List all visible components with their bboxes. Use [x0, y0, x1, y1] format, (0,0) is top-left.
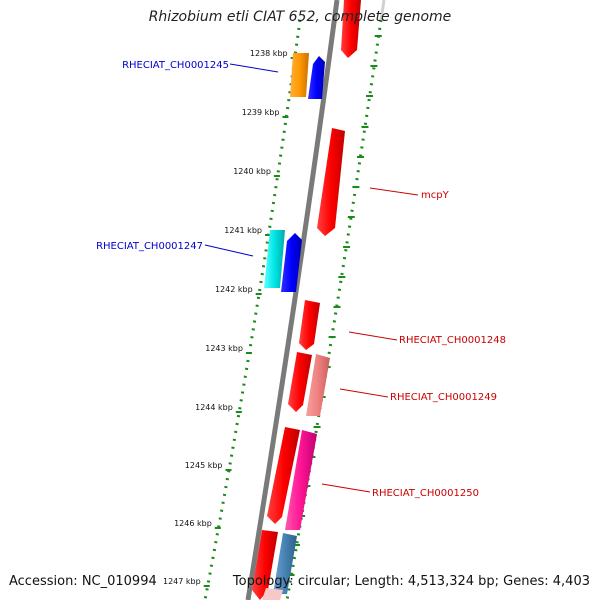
label-1250: RHECIAT_CH0001250 — [372, 488, 479, 499]
scale-tick-label: 1247 kbp — [163, 577, 201, 586]
gene-blue-1247 — [281, 233, 302, 292]
label-1245: RHECIAT_CH0001245 — [122, 60, 229, 71]
scale-tick-label: 1239 kbp — [242, 108, 280, 117]
gene-red-1248 — [299, 300, 320, 350]
connector-1247 — [204, 244, 254, 257]
gene-red-a — [288, 352, 312, 412]
scale-tick-label: 1240 kbp — [233, 167, 271, 176]
genome-summary: Topology: circular; Length: 4,513,324 bp… — [232, 574, 590, 589]
connector-mcpy — [369, 187, 419, 196]
scale-tick-label: 1238 kbp — [250, 49, 288, 58]
outer-gc-track — [285, 19, 383, 600]
gene-red-mcpy — [317, 128, 345, 236]
scale-tick-label: 1242 kbp — [215, 285, 253, 294]
gene-cyan — [264, 230, 285, 288]
scale-tick-label: 1245 kbp — [185, 461, 223, 470]
scale-tick-label: 1246 kbp — [174, 519, 212, 528]
genome-backbone — [245, 0, 340, 600]
label-1249: RHECIAT_CH0001249 — [390, 392, 497, 403]
label-mcpy: mcpY — [421, 190, 450, 201]
gene-pink-1249 — [306, 354, 330, 416]
gene-red-c — [252, 530, 278, 600]
label-1247: RHECIAT_CH0001247 — [96, 241, 203, 252]
connector-1245 — [229, 63, 279, 73]
gene-magenta-1250 — [285, 430, 317, 530]
gene-pale-bottom — [262, 588, 283, 600]
gene-blue-1245 — [308, 56, 325, 99]
gene-red-b — [267, 427, 300, 524]
connector-1248 — [348, 331, 398, 341]
inner-gc-track — [203, 19, 302, 600]
map-title: Rhizobium etli CIAT 652, complete genome — [148, 9, 452, 25]
connector-1250 — [321, 483, 371, 493]
scale-tick-label: 1244 kbp — [195, 403, 233, 412]
accession-text: Accession: NC_010994 — [9, 574, 157, 589]
label-1248: RHECIAT_CH0001248 — [399, 335, 506, 346]
outer-guide-line — [379, 0, 386, 21]
gene-labels: RHECIAT_CH0001245 RHECIAT_CH0001247 mcpY… — [96, 60, 506, 499]
label-connectors — [204, 63, 419, 493]
scale-ticks: 1238 kbp 1239 kbp 1240 kbp 1241 kbp 1242 kbp… — [163, 49, 297, 587]
gene-steel — [273, 533, 297, 594]
connector-1249 — [339, 388, 389, 398]
scale-tick-label: 1241 kbp — [224, 226, 262, 235]
gene-red-top — [341, 0, 361, 58]
gene-orange — [290, 53, 309, 97]
scale-tick-label: 1243 kbp — [205, 344, 243, 353]
genes — [252, 0, 361, 600]
